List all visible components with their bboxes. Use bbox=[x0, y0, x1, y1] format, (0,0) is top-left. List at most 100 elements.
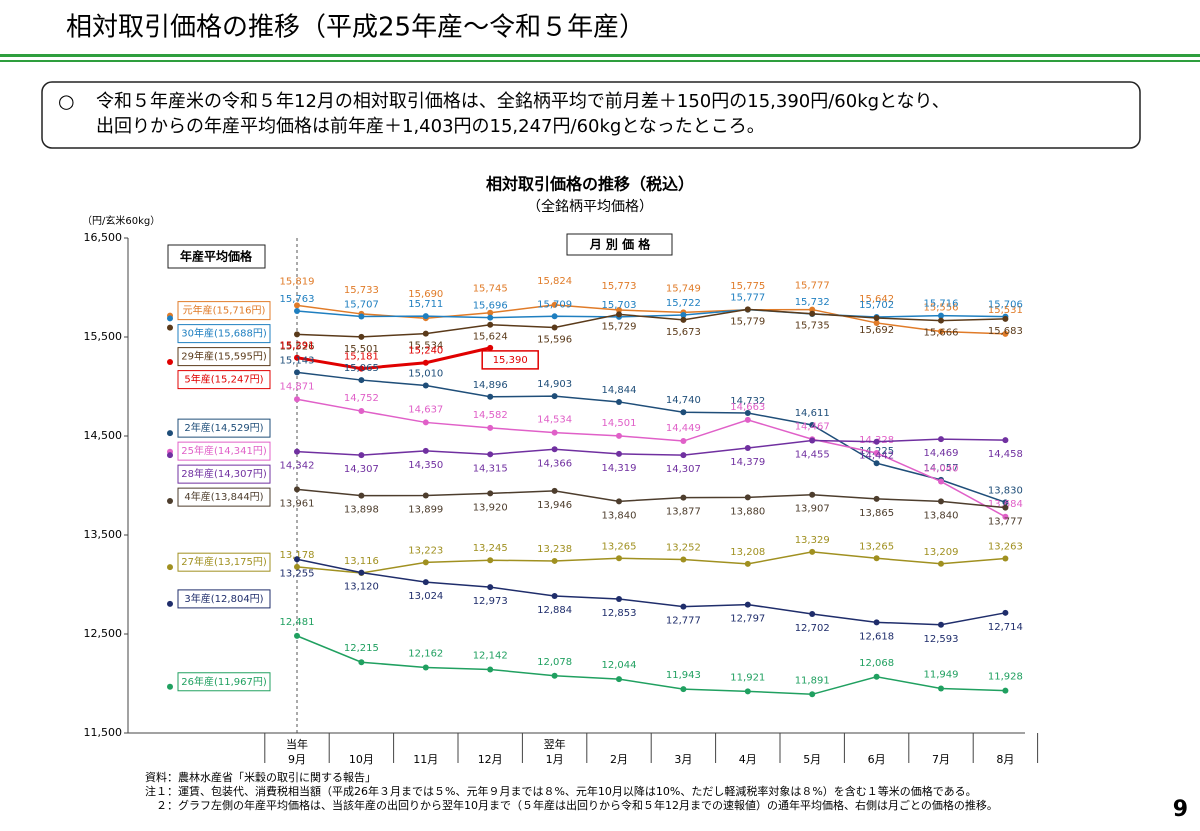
data-point bbox=[680, 312, 687, 319]
legend-marker bbox=[167, 497, 173, 504]
data-point bbox=[616, 311, 622, 318]
data-point bbox=[616, 596, 622, 603]
data-label: 14,501 bbox=[602, 418, 637, 429]
data-point bbox=[358, 659, 365, 666]
data-point bbox=[938, 560, 944, 567]
chart-subtitle: （全銘柄平均価格） bbox=[527, 198, 653, 215]
data-point bbox=[422, 579, 429, 586]
x-group-label: 翌年 bbox=[544, 737, 566, 751]
legend-box bbox=[177, 672, 271, 692]
data-label: 12,044 bbox=[602, 660, 637, 671]
data-point bbox=[551, 393, 558, 400]
data-point bbox=[616, 306, 622, 313]
data-point bbox=[744, 416, 751, 423]
data-label: 12,068 bbox=[859, 658, 894, 669]
legend-label: 25年産(14,341円) bbox=[181, 444, 267, 457]
data-point bbox=[873, 495, 880, 502]
data-label: 13,238 bbox=[537, 544, 572, 555]
legend-marker bbox=[167, 430, 173, 437]
data-point bbox=[744, 601, 751, 608]
data-point bbox=[422, 447, 429, 454]
data-label: 14,040 bbox=[924, 464, 959, 475]
data-point bbox=[551, 301, 558, 308]
data-label: 12,618 bbox=[859, 631, 894, 642]
data-point bbox=[1002, 513, 1009, 520]
data-label: 15,749 bbox=[666, 283, 701, 294]
note: ２：グラフ左側の年産平均価格は、当該年産の出回りから翌年10月まで（５年産は出回… bbox=[145, 798, 998, 812]
data-point bbox=[680, 494, 687, 501]
series-line bbox=[296, 488, 1006, 509]
data-label: 15,181 bbox=[344, 352, 379, 363]
data-point bbox=[873, 314, 880, 321]
data-point bbox=[809, 310, 816, 317]
data-point bbox=[616, 398, 622, 405]
data-point bbox=[358, 333, 365, 340]
data-point bbox=[809, 611, 816, 618]
data-label: 14,379 bbox=[730, 457, 765, 468]
data-label: 14,740 bbox=[666, 395, 701, 406]
data-label: 13,120 bbox=[344, 582, 379, 593]
data-label: 14,534 bbox=[537, 415, 572, 426]
data-point bbox=[294, 486, 300, 493]
data-label: 15,773 bbox=[602, 281, 637, 292]
data-point bbox=[358, 452, 365, 459]
data-label: 15,673 bbox=[666, 327, 701, 338]
series-line bbox=[296, 398, 1006, 518]
series-line bbox=[296, 308, 1006, 319]
data-point bbox=[744, 410, 751, 417]
data-point bbox=[616, 498, 622, 505]
data-label: 14,844 bbox=[602, 385, 637, 396]
data-label: 14,057 bbox=[924, 463, 959, 474]
data-point bbox=[680, 452, 687, 459]
data-point bbox=[294, 396, 300, 403]
data-label: 14,458 bbox=[988, 449, 1023, 460]
data-label: 15,709 bbox=[537, 299, 572, 310]
data-point bbox=[744, 560, 751, 567]
data-label: 13,223 bbox=[408, 545, 443, 556]
legend-label: 5年産(15,247円) bbox=[184, 373, 263, 386]
legend-label: 27年産(13,175円) bbox=[181, 555, 267, 568]
data-label: 12,702 bbox=[795, 623, 830, 634]
data-point bbox=[487, 490, 494, 497]
data-label: 11,949 bbox=[924, 670, 959, 681]
legend-marker bbox=[167, 315, 173, 322]
data-point bbox=[938, 478, 944, 485]
data-label: 13,024 bbox=[408, 591, 443, 602]
data-point bbox=[551, 557, 558, 564]
data-label: 13,265 bbox=[859, 541, 894, 552]
data-point bbox=[938, 312, 944, 319]
data-point bbox=[680, 438, 687, 445]
page-number: 9 bbox=[1173, 797, 1188, 822]
data-label: 15,733 bbox=[344, 285, 379, 296]
data-point bbox=[487, 309, 494, 316]
data-point bbox=[809, 422, 816, 429]
data-point bbox=[873, 438, 880, 445]
data-label: 15,696 bbox=[473, 301, 508, 312]
data-label: 12,714 bbox=[988, 622, 1023, 633]
series-line bbox=[296, 635, 1006, 696]
data-point bbox=[487, 424, 494, 431]
data-label: 15,690 bbox=[408, 289, 443, 300]
data-label: 14,449 bbox=[666, 423, 701, 434]
data-label: 14,871 bbox=[280, 381, 315, 392]
data-point bbox=[873, 319, 880, 326]
data-label: 13,255 bbox=[280, 568, 315, 579]
data-point bbox=[744, 688, 751, 695]
data-label: 13,898 bbox=[344, 505, 379, 516]
data-label: 14,611 bbox=[795, 408, 830, 419]
data-label: 14,342 bbox=[280, 461, 315, 472]
legend-box bbox=[177, 301, 271, 321]
data-label: 13,830 bbox=[988, 485, 1023, 496]
legend-label: 3年産(12,804円) bbox=[184, 592, 263, 605]
data-point bbox=[294, 331, 300, 338]
data-label: 13,684 bbox=[988, 499, 1023, 510]
data-label: 14,732 bbox=[730, 396, 765, 407]
data-label: 15,501 bbox=[344, 344, 379, 355]
data-point bbox=[551, 487, 558, 494]
data-point bbox=[422, 330, 429, 337]
data-label: 13,208 bbox=[730, 547, 765, 558]
data-point bbox=[938, 436, 944, 443]
series-line bbox=[296, 558, 1006, 626]
legend-marker bbox=[167, 359, 173, 366]
